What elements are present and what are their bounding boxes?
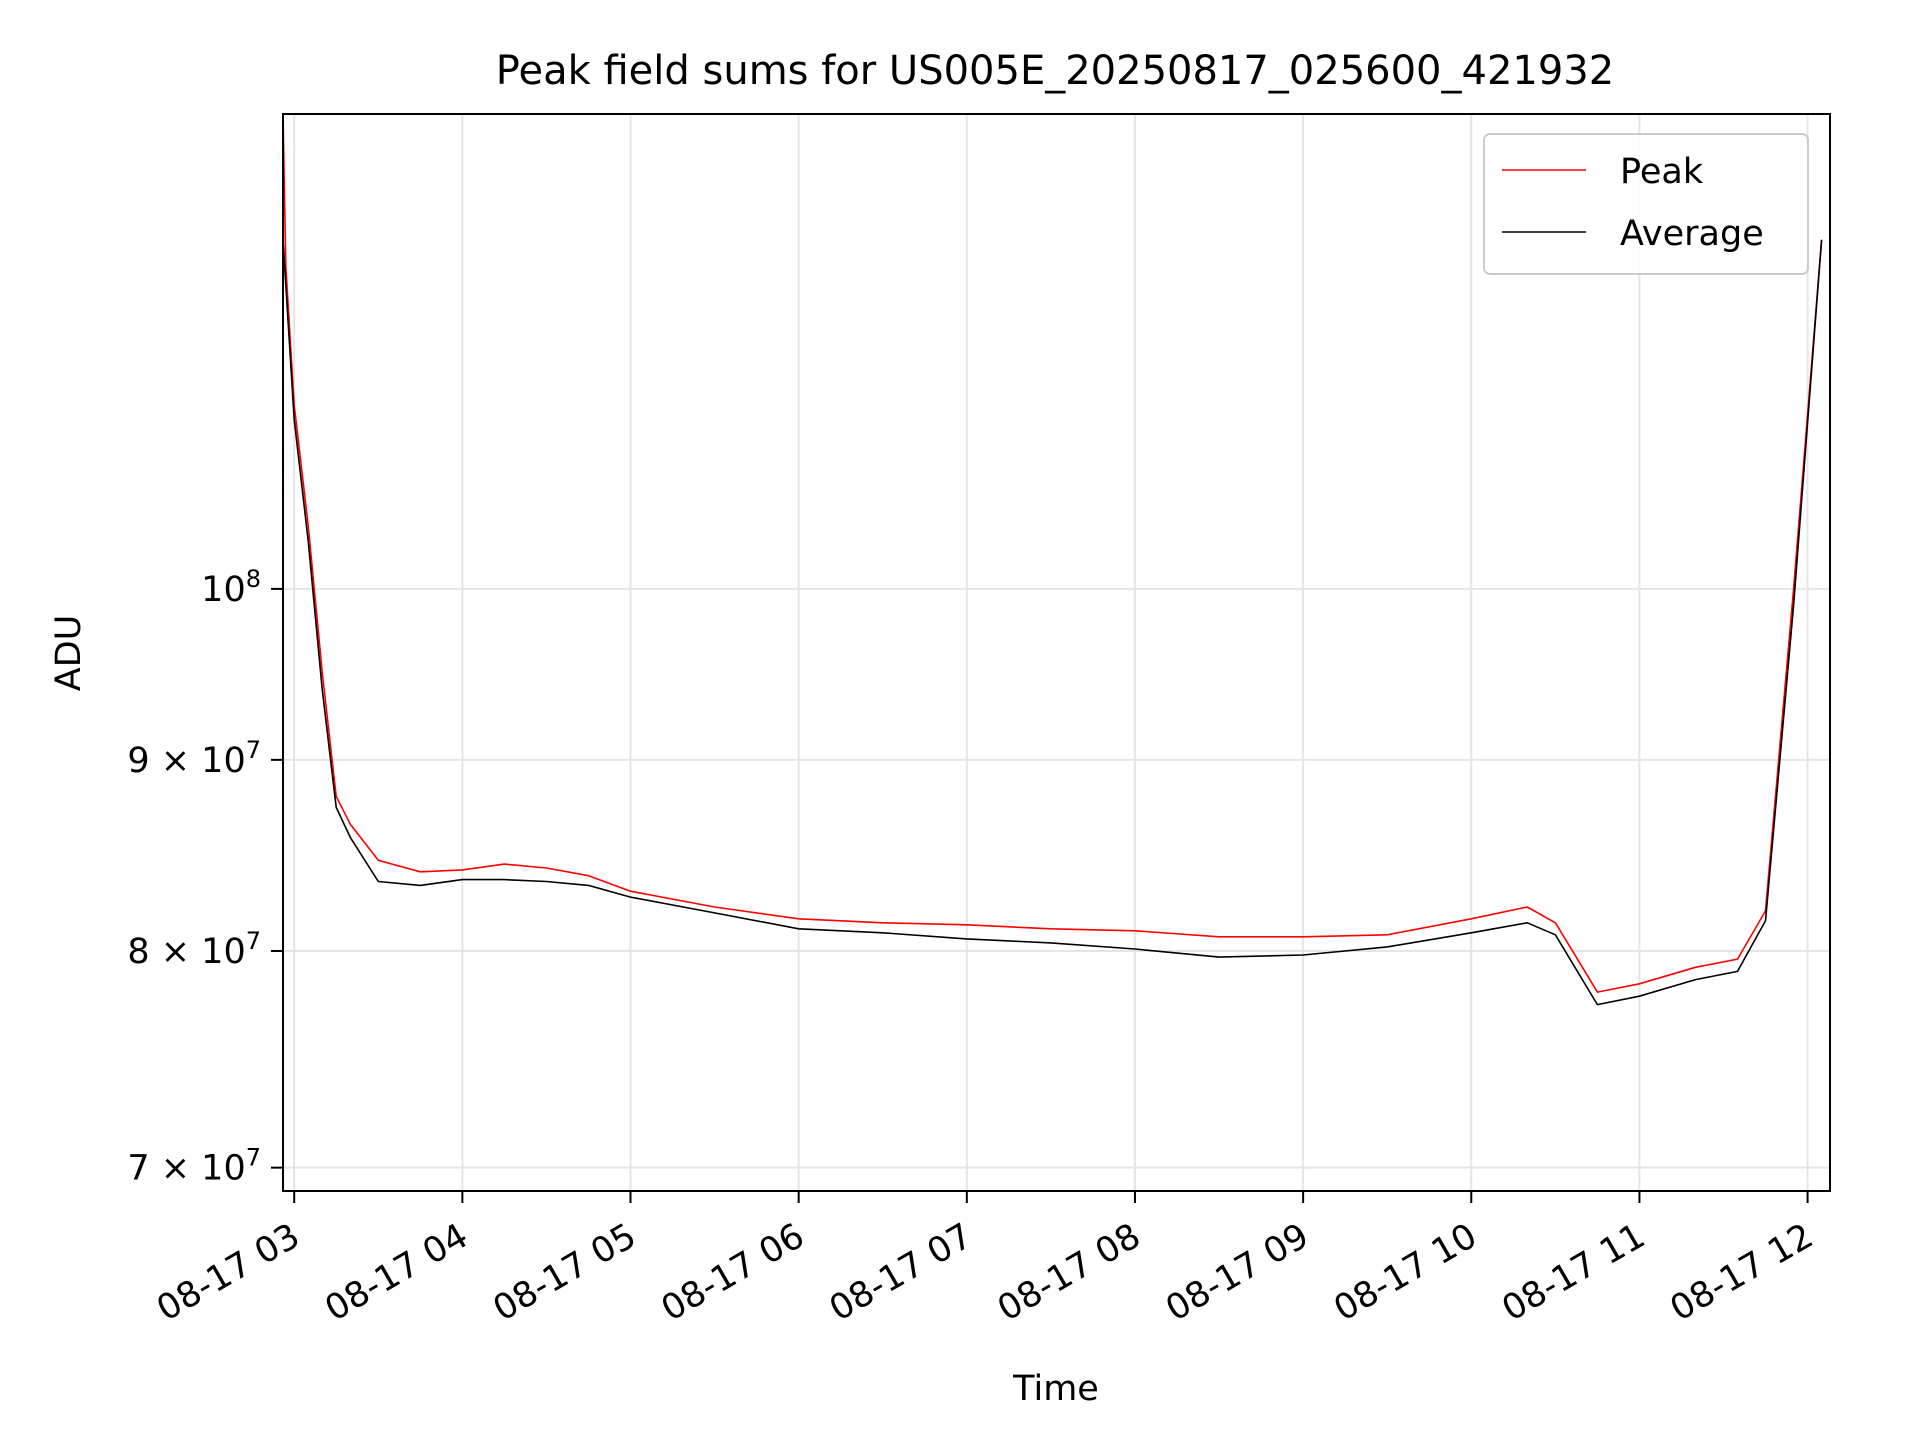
x-tick-label: 08-17 10 [1327,1216,1483,1329]
x-axis-label: Time [1012,1369,1099,1409]
x-tick-label: 08-17 06 [655,1216,811,1329]
x-tick-label: 08-17 12 [1664,1216,1820,1329]
x-tick-label: 08-17 05 [487,1216,643,1329]
grid-lines [283,114,1830,1191]
x-tick-label: 08-17 09 [1159,1216,1315,1329]
x-axis-ticks: 08-17 03 08-17 04 08-17 05 08-17 06 08-17 07… [150,1191,1820,1329]
series-lines [283,114,1823,1006]
plot-frame [282,113,1831,1192]
legend-average-label: Average [1620,214,1764,254]
legend: Peak Average [1483,133,1809,275]
y-tick-label: 7 × 107 [127,1144,261,1189]
y-axis-ticks: 7 × 107 8 × 107 9 × 107 108 [127,565,283,1189]
y-axis-label: ADU [49,615,89,692]
y-tick-label: 108 [201,565,261,610]
x-tick-label: 08-17 11 [1496,1216,1652,1329]
series-average-line [283,239,1823,1006]
legend-box [1483,133,1809,275]
x-tick-label: 08-17 07 [823,1216,979,1329]
x-tick-label: 08-17 04 [319,1216,475,1329]
legend-peak-label: Peak [1620,152,1704,192]
chart-title: Peak field sums for US005E_20250817_0256… [496,48,1614,94]
series-peak-line [283,114,1823,993]
y-tick-label: 8 × 107 [127,927,261,972]
x-tick-label: 08-17 03 [150,1216,306,1329]
y-tick-label: 9 × 107 [127,736,261,781]
x-tick-label: 08-17 08 [991,1216,1147,1329]
